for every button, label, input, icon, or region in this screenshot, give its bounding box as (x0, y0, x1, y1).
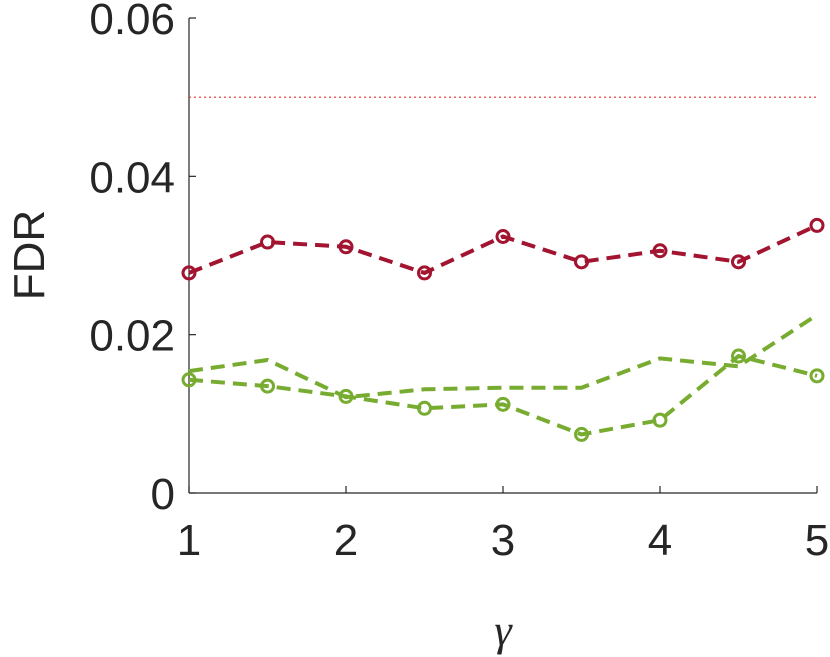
x-tick-label: 5 (805, 516, 829, 565)
data-point (260, 234, 275, 250)
data-line (188, 353, 818, 437)
data-point (260, 378, 275, 394)
x-tick-label: 1 (177, 516, 201, 565)
data-point (809, 368, 825, 384)
data-point (417, 400, 432, 416)
data-point (181, 372, 197, 388)
data-line (188, 223, 818, 276)
data-point (417, 265, 432, 281)
y-tick-label: 0 (151, 470, 175, 519)
data-point (495, 396, 511, 412)
data-point (652, 412, 668, 428)
y-tick-label: 0.04 (89, 153, 175, 202)
data-point (574, 426, 589, 442)
data-point (338, 239, 354, 255)
x-tick-label: 2 (334, 516, 358, 565)
data-point (181, 265, 197, 281)
data-line (188, 313, 819, 400)
x-tick-label: 3 (491, 516, 515, 565)
x-axis-label: γ (494, 606, 513, 655)
x-tick-label: 4 (648, 516, 672, 565)
data-point (495, 229, 511, 244)
y-tick-label: 0.06 (89, 0, 175, 44)
y-axis-label: FDR (5, 210, 54, 300)
data-point (809, 217, 825, 233)
data-point (731, 348, 746, 364)
data-point (731, 254, 746, 270)
data-point (574, 254, 589, 270)
data-point (652, 243, 668, 259)
y-tick-label: 0.02 (89, 312, 175, 361)
